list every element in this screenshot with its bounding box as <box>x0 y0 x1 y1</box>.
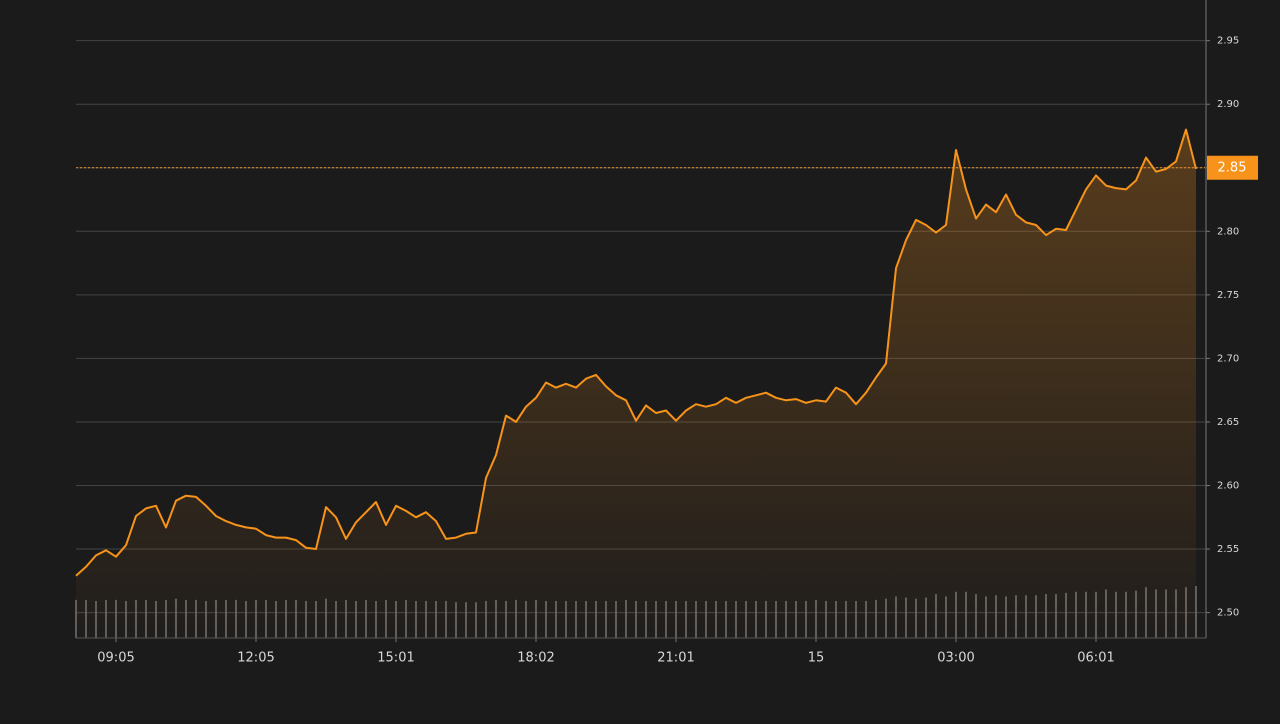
last-price-box <box>1207 155 1258 180</box>
x-tick-label: 15 <box>808 651 825 666</box>
x-tick-label: 18:02 <box>517 651 554 666</box>
y-tick-label: 2.70 <box>1217 353 1239 364</box>
y-tick-label: 2.90 <box>1217 99 1239 110</box>
x-tick-label: 09:05 <box>97 651 134 666</box>
x-tick-label: 12:05 <box>237 651 274 666</box>
x-tick-label: 21:01 <box>657 651 694 666</box>
area-fill <box>76 129 1196 638</box>
x-tick-label: 06:01 <box>1077 651 1114 666</box>
y-tick-label: 2.80 <box>1217 226 1239 237</box>
price-line <box>75 128 1197 577</box>
x-tick-label: 03:00 <box>937 651 974 666</box>
y-tick-label: 2.55 <box>1217 544 1239 555</box>
y-tick-label: 2.75 <box>1217 290 1239 301</box>
last-price-label: 2.85 <box>1218 160 1247 175</box>
y-tick-label: 2.65 <box>1217 417 1239 428</box>
x-tick-label: 15:01 <box>377 651 414 666</box>
y-tick-label: 2.60 <box>1217 480 1239 491</box>
y-tick-label: 2.95 <box>1217 36 1239 47</box>
y-tick-label: 2.50 <box>1217 608 1239 619</box>
